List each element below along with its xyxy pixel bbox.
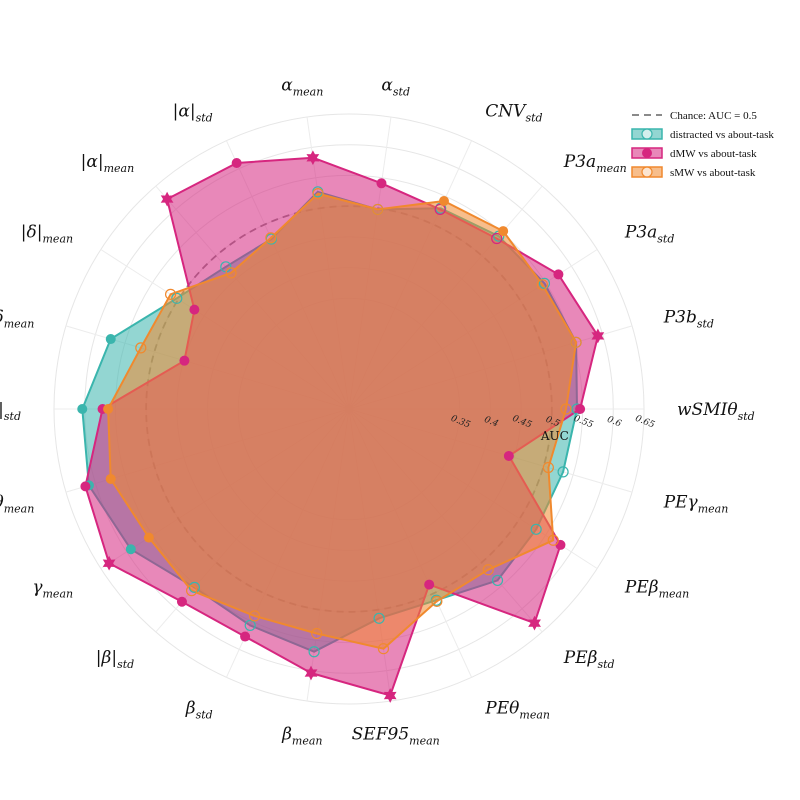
axis-label: |β|std: [96, 648, 134, 671]
legend-label: distracted vs about-task: [670, 129, 774, 141]
radial-tick-label: 0.55: [572, 414, 595, 431]
data-point: [372, 203, 384, 216]
data-point: [179, 355, 190, 366]
radial-tick-label: 0.65: [634, 414, 657, 431]
axis-label: P3amean: [563, 152, 627, 175]
data-point: [308, 646, 320, 658]
axis-label: βmean: [281, 725, 322, 748]
data-point: [160, 191, 174, 207]
data-point: [438, 196, 449, 207]
data-point: [542, 461, 554, 474]
data-point: [105, 473, 116, 484]
data-point: [265, 232, 277, 244]
axis-label: P3bstd: [663, 308, 714, 331]
axis-label: |θ|std: [0, 400, 21, 423]
data-point: [538, 277, 551, 289]
data-point: [311, 627, 323, 640]
data-point: [491, 574, 504, 587]
data-point: [244, 619, 256, 631]
axis-label: PEβstd: [563, 648, 615, 671]
axis-label: γmean: [32, 577, 73, 600]
legend-chance-label: Chance: AUC = 0.5: [670, 110, 757, 122]
axis-label: θmean: [0, 492, 34, 515]
legend-label: sMW vs about-task: [670, 167, 756, 179]
radial-tick-label: 0.6: [606, 415, 623, 430]
axis-label: wSMIθstd: [677, 400, 755, 423]
data-point: [306, 150, 320, 166]
data-point: [304, 665, 318, 681]
data-point: [312, 188, 324, 200]
marker-layer: [77, 150, 605, 703]
data-point: [240, 631, 251, 642]
axis-label: |α|mean: [81, 152, 135, 175]
axis-label: P3astd: [624, 223, 675, 246]
legend-marker: [641, 128, 653, 140]
data-point: [125, 544, 136, 555]
axis-label: PEγmean: [663, 492, 729, 515]
legend-marker: [642, 148, 652, 158]
radial-axis-label: AUC: [540, 429, 569, 443]
series-layer: [81, 156, 599, 697]
data-point: [570, 336, 582, 348]
axis-label: δmean: [0, 308, 34, 331]
legend: Chance: AUC = 0.5 distracted vs about-tas…: [631, 110, 774, 179]
data-point: [80, 481, 91, 492]
data-point: [135, 342, 147, 354]
axis-label: |α|std: [173, 102, 213, 125]
data-point: [591, 328, 605, 344]
data-point: [189, 304, 200, 315]
data-point: [560, 403, 572, 415]
legend-label: dMW vs about-task: [670, 148, 757, 160]
data-point: [482, 564, 494, 576]
data-point: [503, 450, 514, 461]
data-point: [498, 226, 509, 237]
data-point: [491, 232, 503, 245]
data-point: [164, 288, 177, 300]
data-point: [176, 596, 187, 607]
data-point: [171, 292, 183, 304]
legend-marker: [641, 166, 653, 178]
axis-label: SEF95mean: [352, 725, 440, 748]
data-point: [431, 595, 443, 607]
axis-label: CNVstd: [485, 102, 542, 125]
data-point: [376, 178, 387, 189]
data-point: [553, 269, 564, 280]
data-point: [377, 643, 390, 655]
data-point: [186, 585, 198, 597]
axis-label: αmean: [281, 75, 323, 98]
data-point: [105, 334, 116, 345]
data-point: [555, 539, 566, 550]
data-point: [248, 610, 261, 622]
data-point: [231, 158, 242, 169]
data-point: [434, 203, 446, 215]
data-point: [225, 267, 237, 279]
data-point: [102, 555, 116, 571]
data-point: [530, 523, 542, 535]
data-point: [373, 612, 385, 624]
data-point: [383, 688, 397, 703]
data-point: [536, 279, 548, 291]
data-point: [77, 404, 88, 414]
data-point: [557, 466, 569, 478]
axis-label: βstd: [185, 698, 213, 721]
data-point: [528, 615, 541, 631]
axis-labels: wSMIθstd P3bstd P3astd P3amean CNVstd αstd αme…: [0, 75, 755, 747]
axis-label: PEβmean: [624, 577, 689, 600]
data-point: [424, 579, 435, 590]
data-point: [547, 534, 559, 546]
data-point: [103, 404, 114, 414]
data-point: [143, 532, 154, 543]
axis-label: PEθmean: [484, 698, 550, 721]
axis-label: |δ|mean: [21, 223, 73, 246]
data-point: [575, 404, 586, 414]
data-point: [188, 581, 201, 593]
axis-label: αstd: [381, 75, 410, 98]
